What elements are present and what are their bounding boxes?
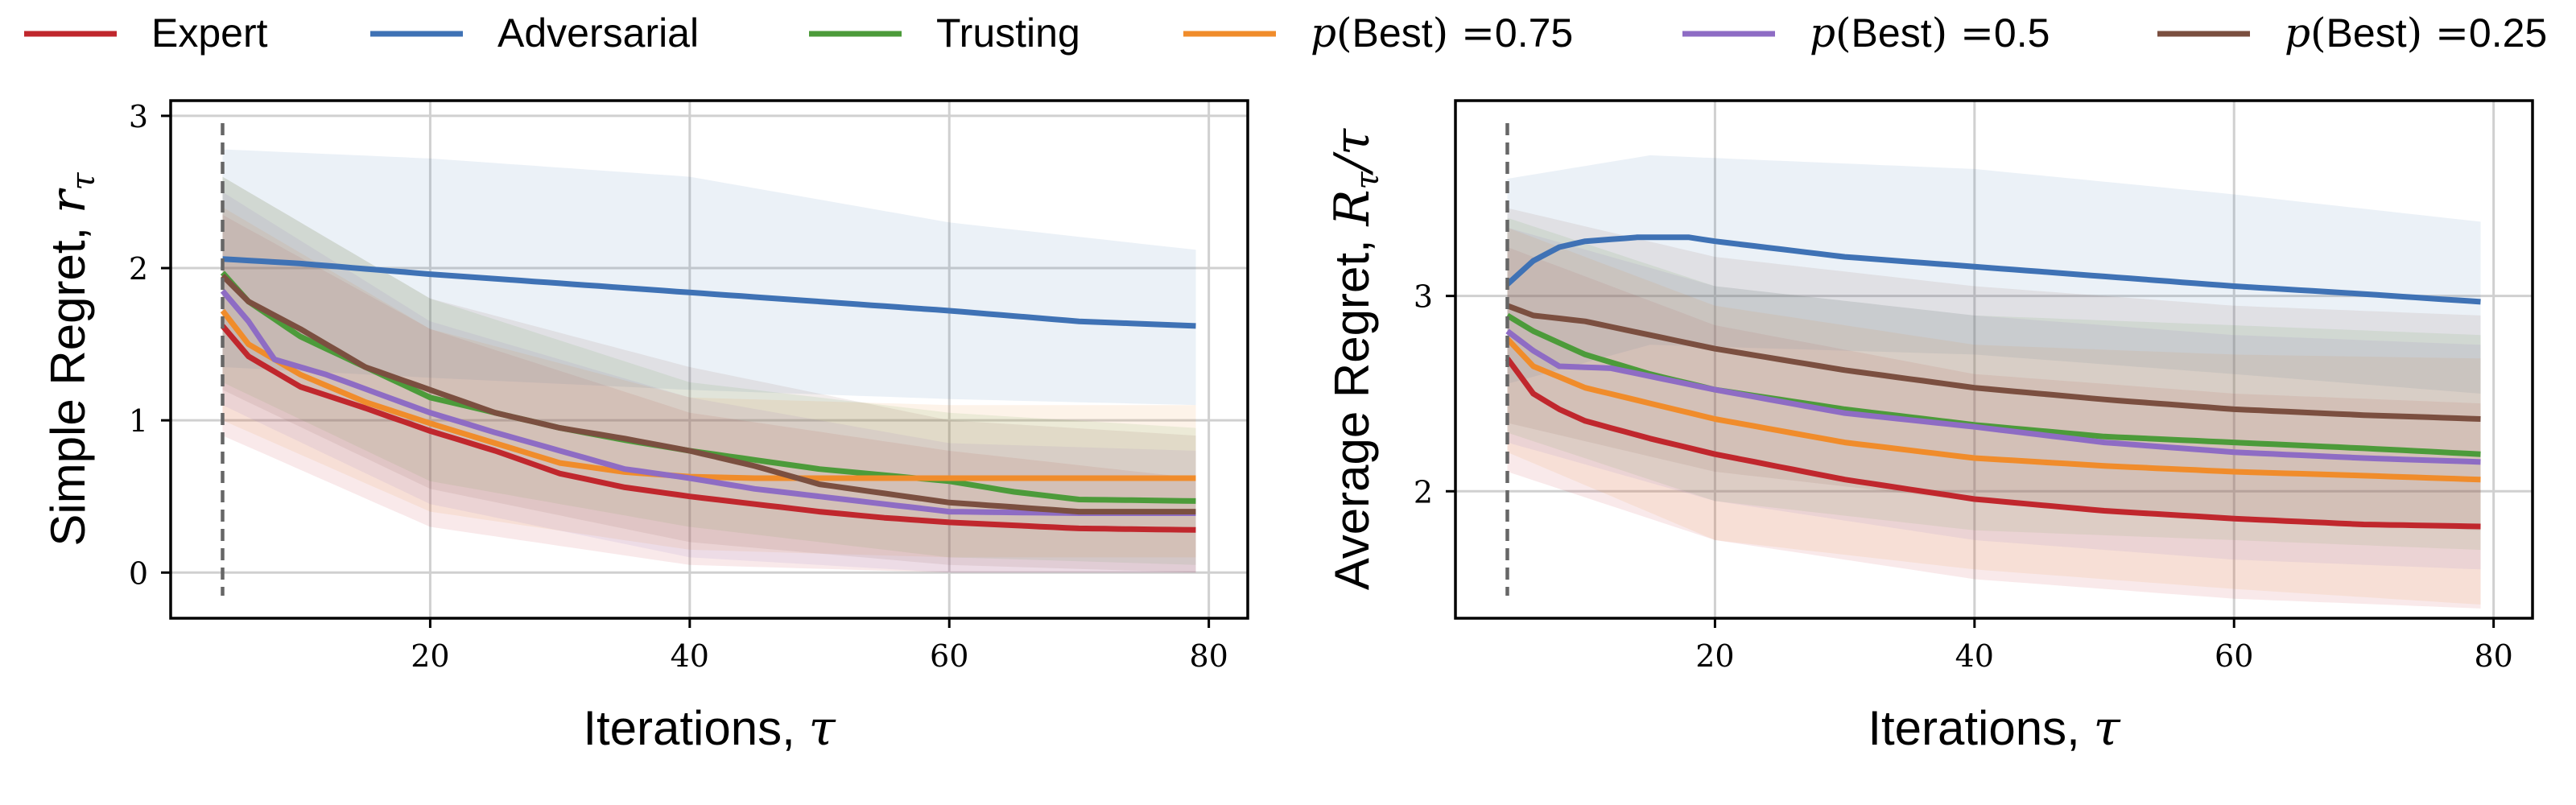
x-tick-label: 80: [1189, 638, 1228, 674]
legend-label: Adversarial: [497, 10, 699, 56]
line-p-best-0-25: [1506, 303, 2481, 422]
y-tick-label: 3: [1414, 279, 1433, 315]
plot-area: [1505, 155, 2481, 609]
axes-frame: [1454, 99, 2534, 620]
average-regret-panel: 20 40 60 80 2 3 Iterations, τ Average Regret, R…: [1324, 99, 2534, 757]
band-p-best-0-75: [1507, 227, 2481, 605]
plot-area: [220, 149, 1196, 573]
x-tick-label: 20: [411, 638, 449, 674]
legend-label: p(Best) =0.75: [1311, 10, 1573, 56]
line-adversarial: [222, 256, 1196, 329]
y-axis-label: Simple Regret, rτ: [40, 171, 102, 546]
simple-regret-panel: 20 40 60 80 0 1 2 3 Iterations, τ Simple Regret, …: [40, 99, 1249, 757]
band-p-best-0-75: [222, 207, 1196, 558]
band-p-best-0-5: [1507, 227, 2481, 570]
y-tick-label: 0: [129, 555, 148, 591]
legend-item: p(Best) =0.25: [2157, 10, 2547, 56]
x-axis-label: Iterations, τ: [583, 700, 836, 757]
x-tick-label: 40: [1955, 638, 1994, 674]
legend-label: Expert: [151, 10, 268, 56]
x-tick-label: 60: [2215, 638, 2253, 674]
line-p-best-0-25: [221, 274, 1196, 515]
legend-item: Adversarial: [370, 10, 699, 56]
legend-item: Trusting: [809, 10, 1080, 56]
band-trusting: [222, 176, 1196, 565]
legend-label: p(Best) =0.25: [2285, 10, 2547, 56]
y-tick-label: 3: [129, 99, 148, 134]
x-tick-label: 80: [2474, 638, 2512, 674]
x-tick-label: 40: [671, 638, 709, 674]
line-p-best-0-5: [1505, 328, 2481, 465]
legend-item: Expert: [24, 10, 268, 56]
band-adversarial: [222, 149, 1196, 406]
band-p-best-0-25: [222, 176, 1196, 573]
line-adversarial: [1505, 234, 2481, 305]
y-tick-label: 1: [129, 403, 148, 439]
x-tick-label: 20: [1695, 638, 1734, 674]
line-p-best-0-75: [1505, 336, 2481, 483]
line-expert: [220, 324, 1196, 533]
legend-label: Trusting: [936, 10, 1080, 56]
y-tick-label: 2: [129, 251, 148, 287]
legend-item: p(Best) =0.75: [1183, 10, 1573, 56]
band-adversarial: [1507, 155, 2481, 394]
legend-item: p(Best) =0.5: [1682, 10, 2050, 56]
line-p-best-0-75: [220, 308, 1196, 481]
y-tick-label: 2: [1414, 474, 1433, 510]
axes-frame: [169, 99, 1249, 620]
y-axis-label: Average Regret, Rτ/τ: [1324, 128, 1386, 590]
band-trusting: [1507, 217, 2481, 551]
legend-label: p(Best) =0.5: [1810, 10, 2050, 56]
line-p-best-0-5: [220, 289, 1196, 516]
x-axis-label: Iterations, τ: [1868, 700, 2120, 757]
legend: Expert Adversarial Trusting p(Best) =0.75 p(…: [24, 10, 2547, 56]
x-tick-label: 60: [930, 638, 968, 674]
line-expert: [1505, 357, 2481, 530]
